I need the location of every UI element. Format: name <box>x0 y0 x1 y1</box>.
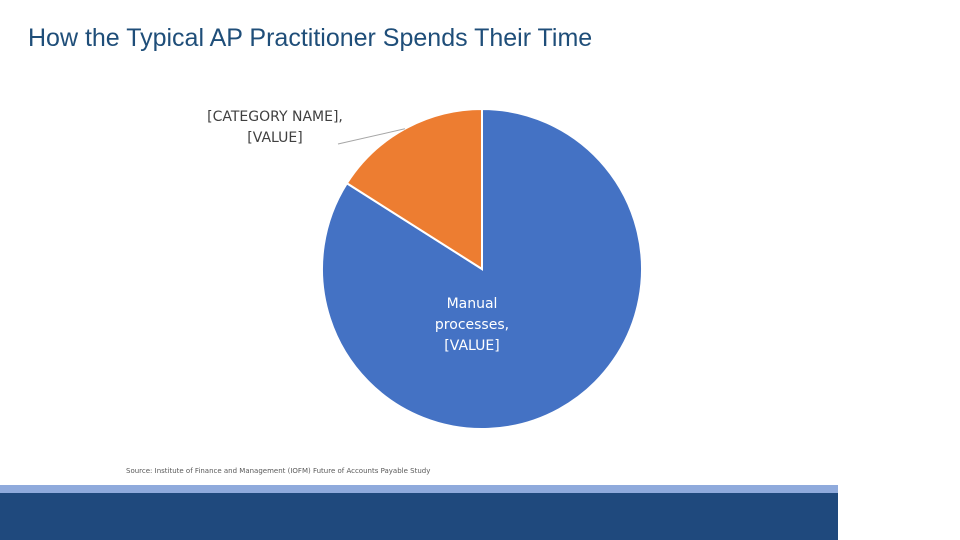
leader-line <box>337 128 406 145</box>
source-note: Source: Institute of Finance and Managem… <box>126 467 431 475</box>
footer-band <box>0 485 838 493</box>
pie-slice <box>345 107 483 271</box>
footer-band <box>0 493 838 540</box>
slide-title: How the Typical AP Practitioner Spends T… <box>28 24 593 52</box>
data-label: [CATEGORY NAME], [VALUE] <box>207 109 343 146</box>
data-label: Manual processes, [VALUE] <box>434 296 510 354</box>
